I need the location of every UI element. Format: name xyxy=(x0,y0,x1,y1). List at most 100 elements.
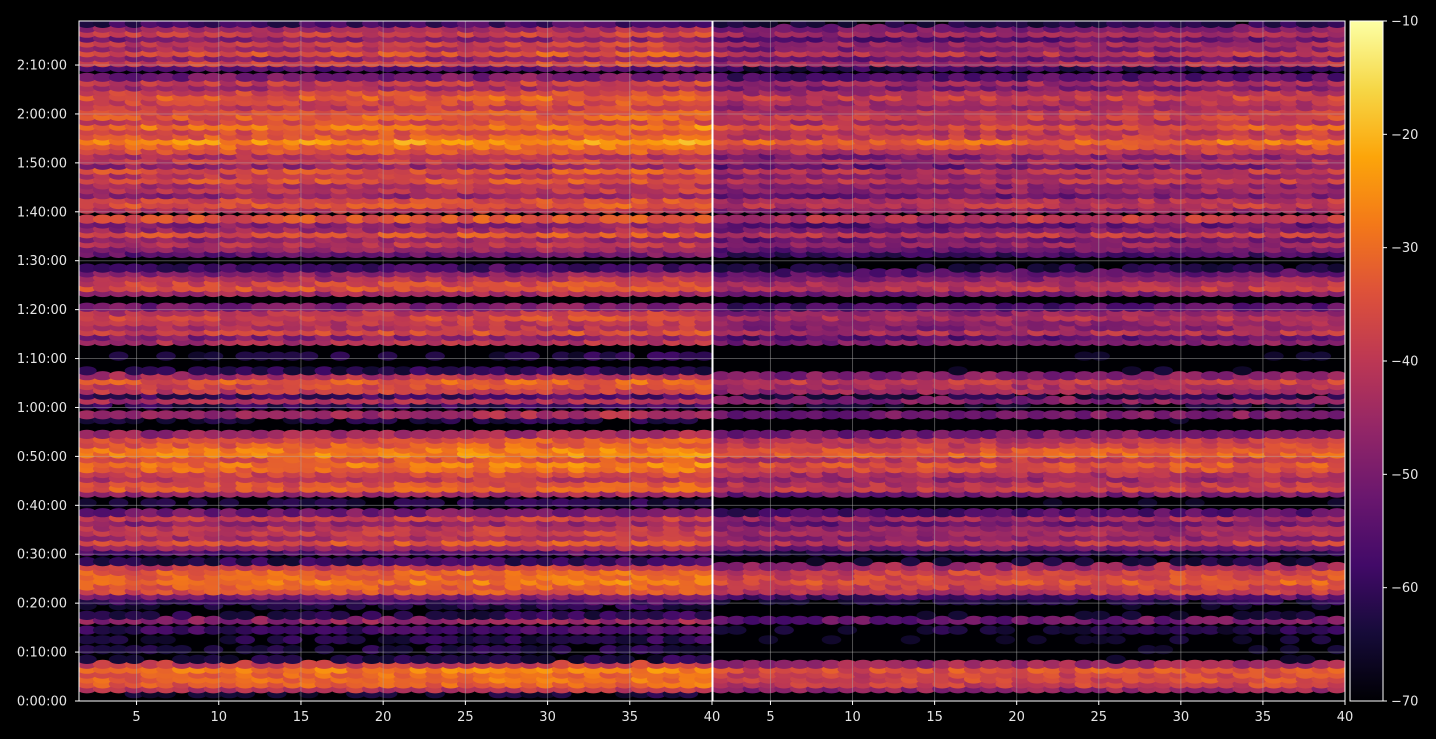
heat-cell xyxy=(441,635,461,645)
heat-cell xyxy=(694,508,712,518)
heat-cell xyxy=(409,557,430,567)
heat-cell xyxy=(646,498,667,508)
heat-cell xyxy=(314,366,335,376)
heat-cell xyxy=(488,508,509,518)
heat-cell xyxy=(536,610,556,621)
heat-cell xyxy=(662,645,683,655)
heat-cell xyxy=(425,610,445,621)
heat-cell xyxy=(314,410,335,420)
heat-cell xyxy=(79,366,97,376)
heat-cell xyxy=(900,635,921,645)
heat-cell xyxy=(346,498,366,508)
heat-cell xyxy=(615,610,635,621)
heat-cell xyxy=(694,557,712,567)
heat-cell xyxy=(140,498,160,508)
heat-cell xyxy=(441,645,461,655)
heat-cell xyxy=(536,625,556,635)
heat-cell xyxy=(79,410,97,420)
heat-cell xyxy=(583,625,604,635)
heat-cell xyxy=(948,625,968,635)
heat-cell xyxy=(235,366,255,376)
heat-cell xyxy=(678,610,699,621)
heat-cell xyxy=(472,635,493,645)
heat-cell xyxy=(108,635,129,645)
heat-cell xyxy=(599,508,619,518)
heat-cell xyxy=(156,625,176,635)
heat-cell xyxy=(425,635,445,645)
heat-cell xyxy=(441,625,461,635)
heat-cell xyxy=(172,557,192,567)
heat-cell xyxy=(298,351,319,361)
heat-cell xyxy=(1027,635,1047,645)
heat-cell xyxy=(124,557,145,567)
heat-cell xyxy=(235,557,255,567)
heat-cell xyxy=(203,557,224,567)
heat-cell xyxy=(140,410,160,420)
heat-cell xyxy=(662,508,683,518)
heat-cell xyxy=(1106,654,1126,665)
heat-cell xyxy=(187,625,208,635)
heat-cell xyxy=(1121,610,1142,621)
heat-cell xyxy=(377,615,398,625)
heat-cell xyxy=(599,557,619,567)
heat-cell xyxy=(79,429,97,439)
heat-cell xyxy=(536,645,556,655)
heat-cell xyxy=(758,635,779,645)
heat-cell xyxy=(583,498,604,508)
heat-cell xyxy=(314,429,335,439)
heat-cell xyxy=(567,654,588,665)
heat-cell xyxy=(646,429,667,439)
heat-cell xyxy=(504,654,524,665)
heat-cell xyxy=(1311,635,1332,645)
heat-cell xyxy=(203,366,224,376)
heat-cell xyxy=(267,635,287,645)
heat-cell xyxy=(282,557,303,567)
heat-cell xyxy=(520,508,540,518)
heat-cell xyxy=(377,557,398,567)
heat-cell xyxy=(662,557,683,567)
heat-cell xyxy=(678,366,699,376)
heat-cell xyxy=(346,429,366,439)
heat-cell xyxy=(774,625,794,635)
heat-cell xyxy=(140,610,160,621)
heat-cell xyxy=(694,302,712,312)
heat-cell xyxy=(282,366,303,376)
heat-cell xyxy=(92,659,113,669)
heat-cell xyxy=(456,429,477,439)
heat-cell xyxy=(393,635,414,645)
heat-cell xyxy=(599,645,619,655)
heat-cell xyxy=(409,635,430,645)
heat-cell xyxy=(536,429,556,439)
heat-cell xyxy=(298,366,319,376)
heat-cell xyxy=(108,645,129,655)
heat-cell xyxy=(1327,659,1345,669)
heat-cell xyxy=(251,645,271,655)
heat-cell xyxy=(219,557,240,567)
heat-cell xyxy=(678,635,699,645)
heat-cell xyxy=(536,508,556,518)
heat-cell xyxy=(504,410,524,420)
heat-cell xyxy=(330,498,350,508)
heat-cell xyxy=(203,508,224,518)
heat-cell xyxy=(425,366,445,376)
heat-cell xyxy=(393,429,414,439)
heat-cell xyxy=(425,654,445,665)
heat-cell xyxy=(456,610,477,621)
heat-cell xyxy=(203,429,224,439)
heat-cell xyxy=(235,635,255,645)
heat-cell xyxy=(124,410,145,420)
heat-cell xyxy=(631,557,651,567)
heat-cell xyxy=(694,263,712,273)
heat-cell xyxy=(520,654,540,665)
heat-cell xyxy=(551,625,572,635)
heat-cell xyxy=(79,557,97,567)
heat-cell xyxy=(409,654,430,665)
heat-cell xyxy=(646,610,667,621)
heat-cell xyxy=(1327,615,1345,625)
heat-cell xyxy=(108,508,129,518)
heat-cell xyxy=(536,498,556,508)
heat-cell xyxy=(662,351,683,361)
heat-cell xyxy=(346,625,366,635)
heat-cell xyxy=(583,635,604,645)
heat-cell xyxy=(203,625,224,635)
